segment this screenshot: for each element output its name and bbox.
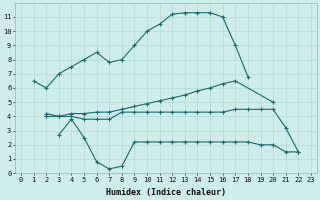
X-axis label: Humidex (Indice chaleur): Humidex (Indice chaleur) [106, 188, 226, 197]
